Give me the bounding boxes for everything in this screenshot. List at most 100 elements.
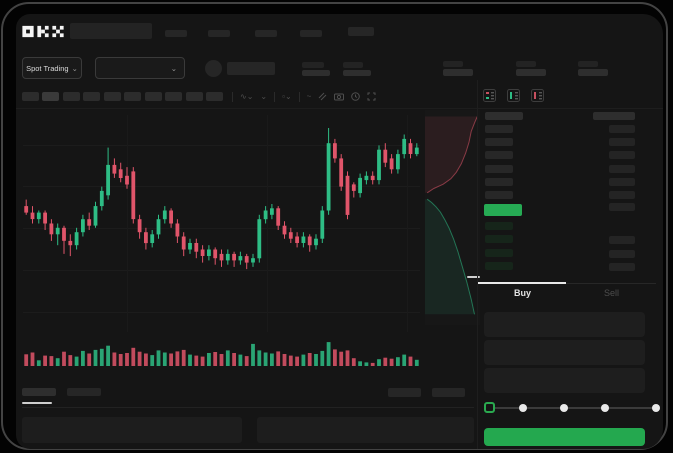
stat-label-placeholder — [516, 61, 536, 67]
okx-logo[interactable] — [22, 24, 64, 39]
last-price-amount-bar[interactable] — [609, 203, 635, 211]
bid-price-bar[interactable] — [485, 248, 513, 257]
ask-amount-bar[interactable] — [609, 164, 635, 173]
volume-chart — [24, 342, 419, 366]
chart-tools: ∿⌄ ⌄ ▫⌄ ~ — [232, 91, 376, 102]
orderbook-view-bids-icon[interactable] — [507, 89, 520, 102]
orderbook-amount-header — [593, 112, 635, 120]
bid-amount-bar[interactable] — [609, 262, 635, 271]
indicator-icon[interactable]: ∿⌄ — [240, 92, 254, 101]
timeframe-option[interactable] — [165, 92, 182, 101]
timeframe-option[interactable] — [206, 92, 223, 101]
orderbook-view-asks-icon[interactable] — [531, 89, 544, 102]
timeframe-option[interactable] — [104, 92, 121, 101]
divider — [16, 108, 478, 109]
candlestick-chart[interactable] — [23, 115, 420, 332]
ask-price-bar[interactable] — [485, 151, 513, 160]
ask-price-bar[interactable] — [485, 191, 513, 199]
stat-value-placeholder — [343, 70, 371, 76]
camera-icon[interactable] — [334, 92, 345, 101]
bottom-tab[interactable] — [67, 388, 101, 396]
candle-style-icon[interactable]: ▫⌄ — [282, 92, 292, 101]
stat-value-placeholder — [302, 70, 330, 76]
gridline — [23, 186, 420, 187]
bottom-tab-active[interactable] — [22, 388, 56, 396]
slider-step-dot[interactable] — [519, 404, 527, 412]
slider-step-dot[interactable] — [560, 404, 568, 412]
bid-price-bar[interactable] — [485, 235, 513, 244]
pair-name-placeholder — [227, 62, 275, 75]
stat-value-placeholder — [443, 69, 473, 76]
amount-input[interactable] — [484, 340, 645, 365]
timeframe-option[interactable] — [145, 92, 162, 101]
slider-step-dot[interactable] — [601, 404, 609, 412]
divider — [298, 91, 300, 102]
nav-item-3[interactable] — [255, 30, 277, 37]
chevron-down-icon: ⌄ — [170, 63, 177, 73]
bid-amount-bar[interactable] — [609, 236, 635, 245]
ask-amount-bar[interactable] — [609, 177, 635, 186]
timeframe-option[interactable] — [186, 92, 203, 101]
nav-item-4[interactable] — [300, 30, 322, 37]
gridline — [23, 145, 420, 146]
ask-amount-bar[interactable] — [609, 151, 635, 160]
stat-label-placeholder — [443, 61, 463, 67]
nav-item-2[interactable] — [208, 30, 230, 37]
stat-label-placeholder — [302, 62, 324, 68]
orderbook-price-header — [485, 112, 523, 120]
divider — [274, 91, 276, 102]
sell-tab[interactable]: Sell — [603, 288, 619, 298]
bid-price-bar[interactable] — [485, 222, 513, 230]
bottom-panel-right — [257, 417, 474, 443]
bid-price-bar[interactable] — [485, 261, 513, 270]
draw-tool-icon[interactable] — [318, 92, 327, 101]
gridline — [127, 115, 128, 332]
bid-amount-bar[interactable] — [609, 249, 635, 258]
timeframe-option[interactable] — [83, 92, 100, 101]
slider-step-dot[interactable] — [652, 404, 660, 412]
last-price-highlight[interactable] — [484, 204, 522, 216]
market-type-label: Spot Trading — [26, 63, 69, 73]
chevron-down-icon: ⌄ — [71, 63, 78, 73]
ask-amount-bar[interactable] — [609, 191, 635, 199]
price-input[interactable] — [484, 312, 645, 337]
ask-amount-bar[interactable] — [609, 125, 635, 133]
chevron-down-icon[interactable]: ⌄ — [260, 92, 268, 101]
bottom-chip-2[interactable] — [432, 388, 465, 397]
amount-slider-track[interactable] — [484, 407, 658, 409]
ask-price-bar[interactable] — [485, 125, 513, 133]
divider — [232, 91, 233, 102]
ask-price-bar[interactable] — [485, 177, 513, 186]
bottom-chip-1[interactable] — [388, 388, 421, 397]
market-type-dropdown[interactable]: Spot Trading ⌄ — [22, 57, 82, 79]
line-tool-icon[interactable]: ~ — [306, 92, 312, 101]
bottom-tab-underline — [22, 402, 52, 404]
divider — [478, 283, 656, 284]
fullscreen-icon[interactable] — [367, 92, 376, 101]
amount-slider-handle[interactable] — [484, 402, 495, 413]
timeframe-option[interactable] — [42, 92, 59, 101]
timeframe-option[interactable] — [124, 92, 141, 101]
clock-icon[interactable] — [351, 92, 361, 101]
gridline — [267, 115, 268, 332]
timeframe-option[interactable] — [63, 92, 80, 101]
nav-item-1[interactable] — [165, 30, 187, 37]
pair-avatar[interactable] — [205, 60, 222, 77]
total-input[interactable] — [484, 368, 645, 393]
ask-amount-bar[interactable] — [609, 138, 635, 147]
gridline — [23, 312, 420, 313]
pair-selector-dropdown[interactable]: ⌄ — [95, 57, 185, 79]
nav-item-5[interactable] — [348, 27, 374, 36]
stat-label-placeholder — [578, 61, 598, 67]
timeframe-option[interactable] — [22, 92, 39, 101]
divider — [477, 80, 478, 449]
orderbook-view-both-icon[interactable] — [483, 89, 496, 102]
buy-submit-button[interactable] — [484, 428, 645, 446]
ask-price-bar[interactable] — [485, 164, 513, 173]
last-price-tick — [467, 276, 480, 278]
buy-tab[interactable]: Buy — [513, 288, 531, 298]
ask-price-bar[interactable] — [485, 138, 513, 147]
trading-app-window: Spot Trading ⌄ ⌄ ∿⌄ ⌄ ▫⌄ ~ — [16, 14, 663, 449]
